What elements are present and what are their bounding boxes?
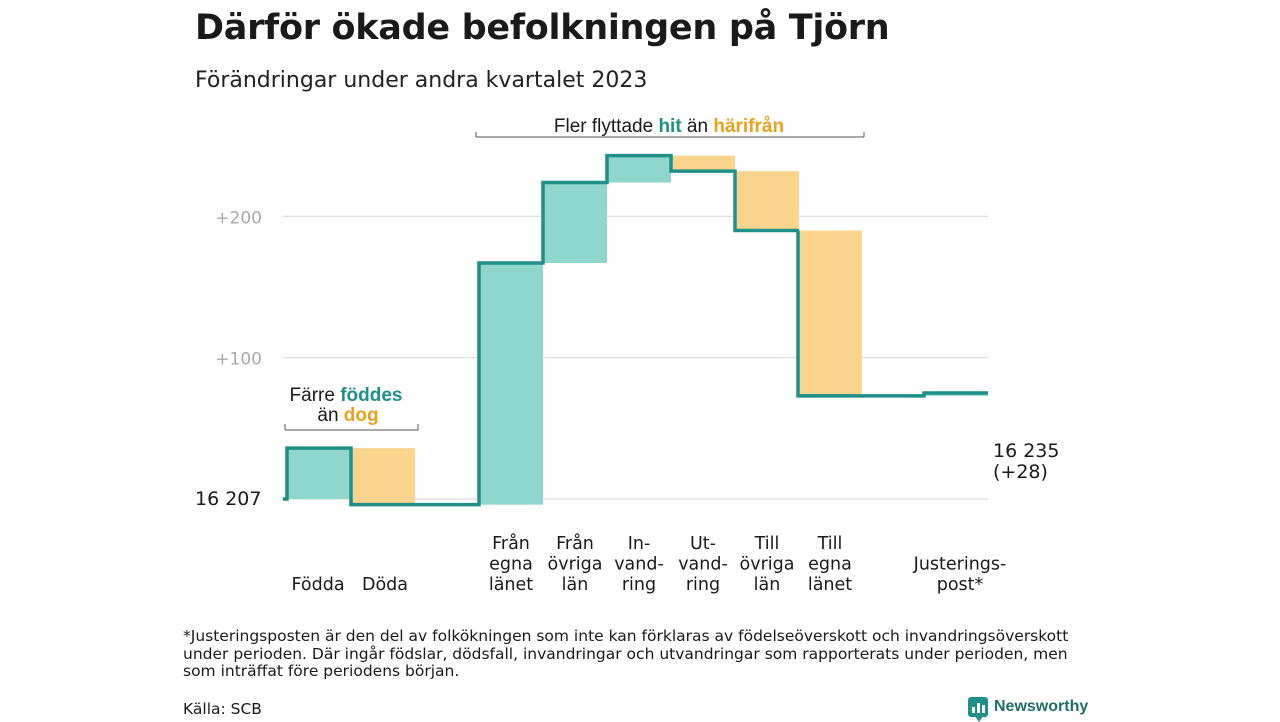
category-label-till-ovriga-lan: Till [754,534,780,554]
annotation-decrease-word: dog [344,405,379,426]
annotation-text: än [317,405,343,426]
birth-annotation-line2: än dog [317,405,378,426]
annotation-text: Fler flyttade [554,116,659,137]
category-label-fran-ovriga-lan: län [562,575,589,595]
category-label-utvandring: ring [686,575,720,595]
newsworthy-logo: Newsworthy [968,697,1089,722]
category-label-invandring: vand- [614,555,664,575]
bar-fodda [287,448,351,499]
category-label-fran-egna-lanet: egna [489,555,533,575]
annotation-increase-word: hit [658,116,682,137]
bar-fran-ovriga-lan [543,182,607,264]
end-change-label: (+28) [993,461,1048,483]
annotation-text: än [682,116,714,137]
y-tick-label: +200 [215,208,262,228]
category-label-till-egna-lanet: länet [808,575,852,595]
annotation-text: Färre [290,385,341,406]
category-label-till-egna-lanet: egna [808,555,852,575]
annotation-decrease-word: härifrån [713,116,784,137]
category-label-invandring: In- [628,534,651,554]
chart-subtitle: Förändringar under andra kvartalet 2023 [195,68,648,93]
category-label-utvandring: vand- [678,555,728,575]
start-value-label: 16 207 [195,488,261,510]
category-label-till-ovriga-lan: övriga [740,555,795,575]
category-label-fodda: Födda [291,575,344,595]
migration-annotation-bracket [475,132,865,138]
bar-till-egna-lanet [798,230,862,396]
category-label-fran-ovriga-lan: övriga [548,555,603,575]
category-label-justeringspost: Justerings- [913,555,1007,575]
bar-doda [351,448,415,505]
running-total-line [283,153,988,507]
category-label-utvandring: Ut- [690,534,716,554]
bar-invandring [607,155,671,183]
birth-annotation-line1: Färre föddes [290,385,403,406]
footnote: *Justeringsposten är den del av folkökni… [183,627,1069,680]
source-label: Källa: SCB [183,700,262,718]
chart-title: Därför ökade befolkningen på Tjörn [195,8,890,48]
birth-annotation-bracket [284,424,419,431]
end-value-label: 16 235 [993,440,1059,462]
y-tick-label: +100 [215,350,262,370]
bar-utvandring [671,155,735,172]
category-label-fran-ovriga-lan: Från [556,533,594,554]
category-label-till-ovriga-lan: län [754,575,781,595]
newsworthy-logo-icon [968,697,988,722]
category-label-invandring: ring [622,575,656,595]
migration-annotation: Fler flyttade hit än härifrån [554,116,784,137]
category-label-fran-egna-lanet: Från [492,533,530,554]
category-label-till-egna-lanet: Till [817,534,843,554]
category-label-fran-egna-lanet: länet [489,575,533,595]
category-label-doda: Döda [362,575,408,595]
bar-fran-egna-lanet [479,263,543,505]
newsworthy-logo-text: Newsworthy [994,698,1089,715]
annotation-increase-word: föddes [340,385,402,406]
category-label-justeringspost: post* [937,575,984,595]
bar-till-ovriga-lan [735,171,799,231]
